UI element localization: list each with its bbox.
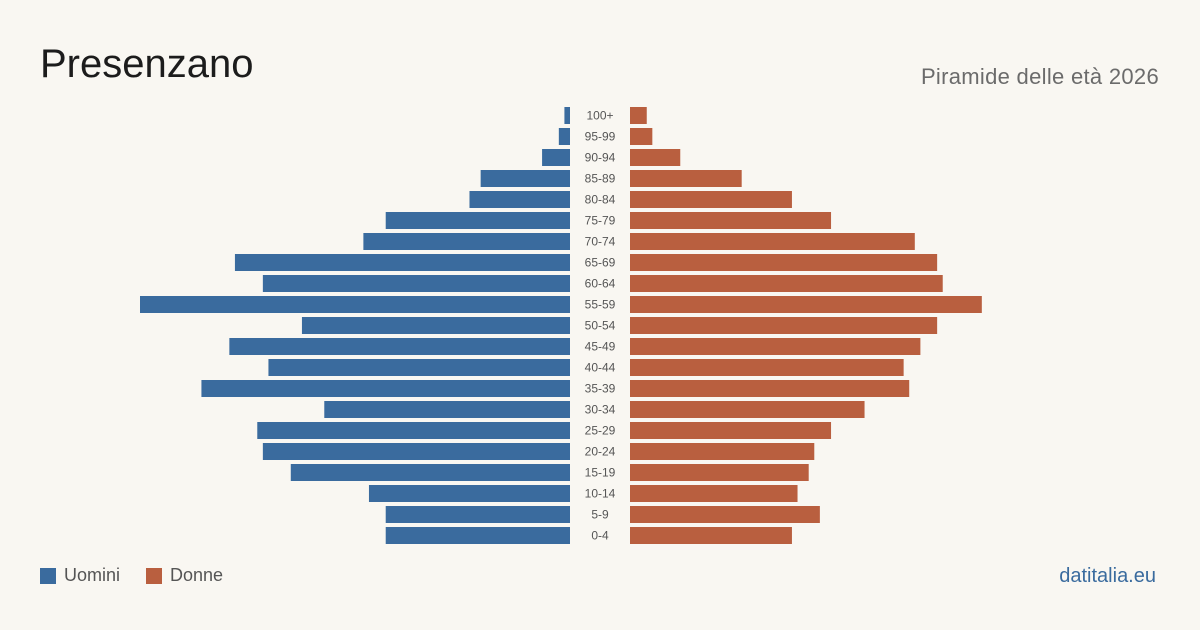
age-label-20-24: 20-24 (585, 445, 616, 459)
bar-donne-20-24 (630, 443, 815, 460)
age-label-85-89: 85-89 (585, 172, 616, 186)
bar-uomini-55-59 (140, 296, 570, 313)
legend-item-uomini: Uomini (40, 565, 120, 586)
bar-uomini-95-99 (558, 128, 570, 145)
age-label-100plus: 100+ (586, 109, 613, 123)
page-title: Presenzano (40, 42, 254, 86)
legend-swatch-uomini (40, 567, 56, 584)
age-label-80-84: 80-84 (585, 193, 616, 207)
legend: Uomini Donne (40, 565, 249, 586)
bar-uomini-20-24 (262, 443, 570, 460)
bar-uomini-15-19 (290, 464, 570, 481)
bar-donne-50-54 (630, 317, 938, 334)
age-label-45-49: 45-49 (585, 340, 616, 354)
age-label-40-44: 40-44 (585, 361, 616, 375)
bar-donne-100plus (630, 107, 647, 124)
bar-donne-5-9 (630, 506, 820, 523)
bar-donne-70-74 (630, 233, 915, 250)
bar-donne-0-4 (630, 527, 792, 544)
bar-uomini-0-4 (385, 527, 570, 544)
bar-donne-30-34 (630, 401, 865, 418)
age-label-35-39: 35-39 (585, 382, 616, 396)
bar-donne-35-39 (630, 380, 910, 397)
age-label-5-9: 5-9 (591, 508, 609, 522)
age-label-60-64: 60-64 (585, 277, 616, 291)
bar-donne-40-44 (630, 359, 904, 376)
bar-uomini-5-9 (385, 506, 570, 523)
bar-donne-75-79 (630, 212, 832, 229)
age-label-75-79: 75-79 (585, 214, 616, 228)
bar-donne-65-69 (630, 254, 938, 271)
bar-donne-80-84 (630, 191, 792, 208)
chart-subtitle: Piramide delle età 2026 (920, 64, 1159, 89)
bar-uomini-60-64 (262, 275, 570, 292)
bar-uomini-40-44 (268, 359, 570, 376)
bar-donne-10-14 (630, 485, 798, 502)
bar-uomini-45-49 (229, 338, 570, 355)
bar-uomini-85-89 (480, 170, 570, 187)
age-label-30-34: 30-34 (585, 403, 616, 417)
age-label-15-19: 15-19 (585, 466, 616, 480)
bar-donne-60-64 (630, 275, 943, 292)
bar-donne-45-49 (630, 338, 921, 355)
age-label-90-94: 90-94 (585, 151, 616, 165)
legend-label-uomini: Uomini (64, 565, 121, 585)
bar-uomini-35-39 (201, 380, 570, 397)
source-link[interactable]: datitalia.eu (1059, 565, 1156, 587)
bar-uomini-65-69 (234, 254, 570, 271)
bar-uomini-50-54 (301, 317, 570, 334)
bar-donne-25-29 (630, 422, 832, 439)
age-label-0-4: 0-4 (591, 529, 609, 543)
bar-donne-95-99 (630, 128, 653, 145)
bar-donne-85-89 (630, 170, 742, 187)
bar-uomini-25-29 (257, 422, 570, 439)
age-label-25-29: 25-29 (585, 424, 616, 438)
bar-uomini-90-94 (542, 149, 570, 166)
legend-swatch-donne (146, 567, 163, 584)
bar-uomini-100plus (564, 107, 570, 124)
bar-donne-90-94 (630, 149, 681, 166)
legend-label-donne: Donne (170, 565, 224, 585)
age-label-10-14: 10-14 (585, 487, 616, 501)
age-label-95-99: 95-99 (585, 130, 616, 144)
bar-donne-15-19 (630, 464, 809, 481)
age-label-65-69: 65-69 (585, 256, 616, 270)
age-label-50-54: 50-54 (585, 319, 616, 333)
bar-uomini-30-34 (324, 401, 570, 418)
bar-uomini-75-79 (385, 212, 570, 229)
bar-uomini-10-14 (368, 485, 570, 502)
age-label-55-59: 55-59 (585, 298, 616, 312)
bar-uomini-70-74 (363, 233, 570, 250)
legend-item-donne: Donne (146, 565, 223, 586)
bar-uomini-80-84 (469, 191, 570, 208)
bar-donne-55-59 (630, 296, 982, 313)
age-label-70-74: 70-74 (585, 235, 616, 249)
